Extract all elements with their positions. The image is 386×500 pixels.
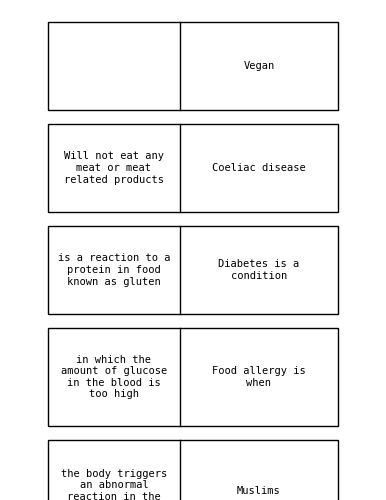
Bar xyxy=(48,440,338,500)
Text: in which the
amount of glucose
in the blood is
too high: in which the amount of glucose in the bl… xyxy=(61,354,167,400)
Bar xyxy=(48,22,338,110)
Text: Coeliac disease: Coeliac disease xyxy=(212,163,306,173)
Text: is a reaction to a
protein in food
known as gluten: is a reaction to a protein in food known… xyxy=(58,254,170,286)
Bar xyxy=(48,124,338,212)
Text: Food allergy is
when: Food allergy is when xyxy=(212,366,306,388)
Text: the body triggers
an abnormal
reaction in the
immune system: the body triggers an abnormal reaction i… xyxy=(61,468,167,500)
Text: Muslims: Muslims xyxy=(237,486,281,496)
Text: Will not eat any
meat or meat
related products: Will not eat any meat or meat related pr… xyxy=(64,152,164,184)
Bar xyxy=(48,328,338,426)
Text: Diabetes is a
condition: Diabetes is a condition xyxy=(218,259,300,281)
Bar xyxy=(48,226,338,314)
Text: Vegan: Vegan xyxy=(243,61,274,71)
